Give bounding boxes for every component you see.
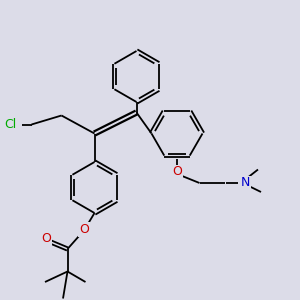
Text: N: N (241, 176, 250, 190)
Text: O: O (172, 165, 182, 178)
Text: O: O (42, 232, 51, 245)
Text: O: O (79, 223, 89, 236)
Text: Cl: Cl (4, 118, 16, 131)
